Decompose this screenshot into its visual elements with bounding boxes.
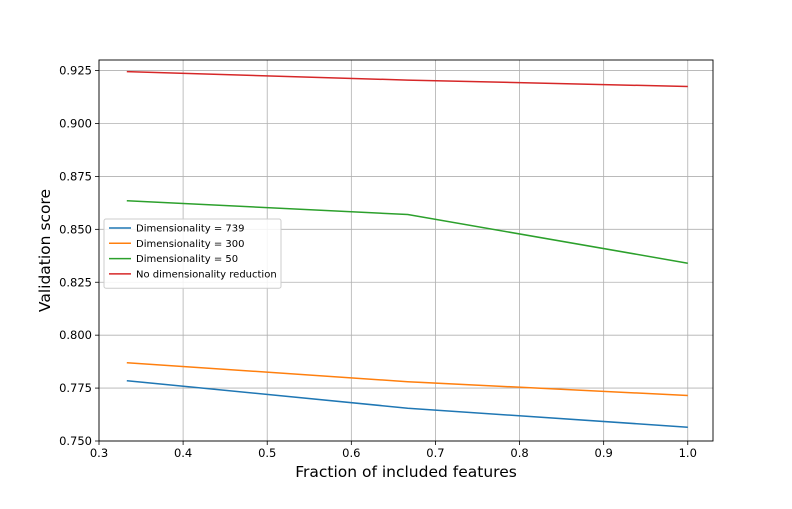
y-tick-label: 0.900 bbox=[59, 117, 92, 131]
x-tick-label: 1.0 bbox=[679, 446, 697, 460]
legend-box bbox=[103, 218, 282, 289]
legend-label: No dimensionality reduction bbox=[136, 269, 277, 280]
series-line-4 bbox=[126, 70, 688, 88]
y-axis-ticks: 0.750 0.775 0.800 0.825 0.850 0.875 0.900 0.925 bbox=[59, 64, 99, 448]
x-tick-label: 0.9 bbox=[595, 446, 613, 460]
x-tick-label: 0.5 bbox=[258, 446, 276, 460]
x-tick-label: 0.4 bbox=[174, 446, 192, 460]
y-tick-label: 0.775 bbox=[59, 381, 92, 395]
x-tick-label: 0.7 bbox=[426, 446, 444, 460]
y-tick-label: 0.850 bbox=[59, 222, 92, 236]
series-line-2 bbox=[126, 361, 688, 397]
legend-label: Dimensionality = 300 bbox=[136, 239, 245, 250]
y-tick-label: 0.925 bbox=[59, 64, 92, 78]
legend-label: Dimensionality = 739 bbox=[136, 224, 245, 235]
legend-label: Dimensionality = 50 bbox=[136, 254, 238, 265]
x-axis-ticks: 0.3 0.4 0.5 0.6 0.7 0.8 0.9 1.0 bbox=[90, 441, 697, 460]
x-tick-label: 0.3 bbox=[90, 446, 108, 460]
series-line-3 bbox=[126, 200, 688, 264]
legend-entries: Dimensionality = 739 Dimensionality = 300… bbox=[109, 224, 277, 280]
series-lines bbox=[126, 70, 688, 428]
legend: Dimensionality = 739 Dimensionality = 300… bbox=[103, 218, 282, 289]
y-tick-label: 0.825 bbox=[59, 275, 92, 289]
y-tick-label: 0.750 bbox=[59, 434, 92, 448]
x-tick-label: 0.6 bbox=[342, 446, 360, 460]
plot-frame bbox=[98, 59, 714, 442]
y-tick-label: 0.875 bbox=[59, 169, 92, 183]
y-tick-label: 0.800 bbox=[59, 328, 92, 342]
x-axis-title: Fraction of included features bbox=[295, 463, 517, 481]
y-axis-title: Validation score bbox=[36, 189, 54, 312]
x-tick-label: 0.8 bbox=[510, 446, 528, 460]
series-line-1 bbox=[126, 379, 688, 428]
